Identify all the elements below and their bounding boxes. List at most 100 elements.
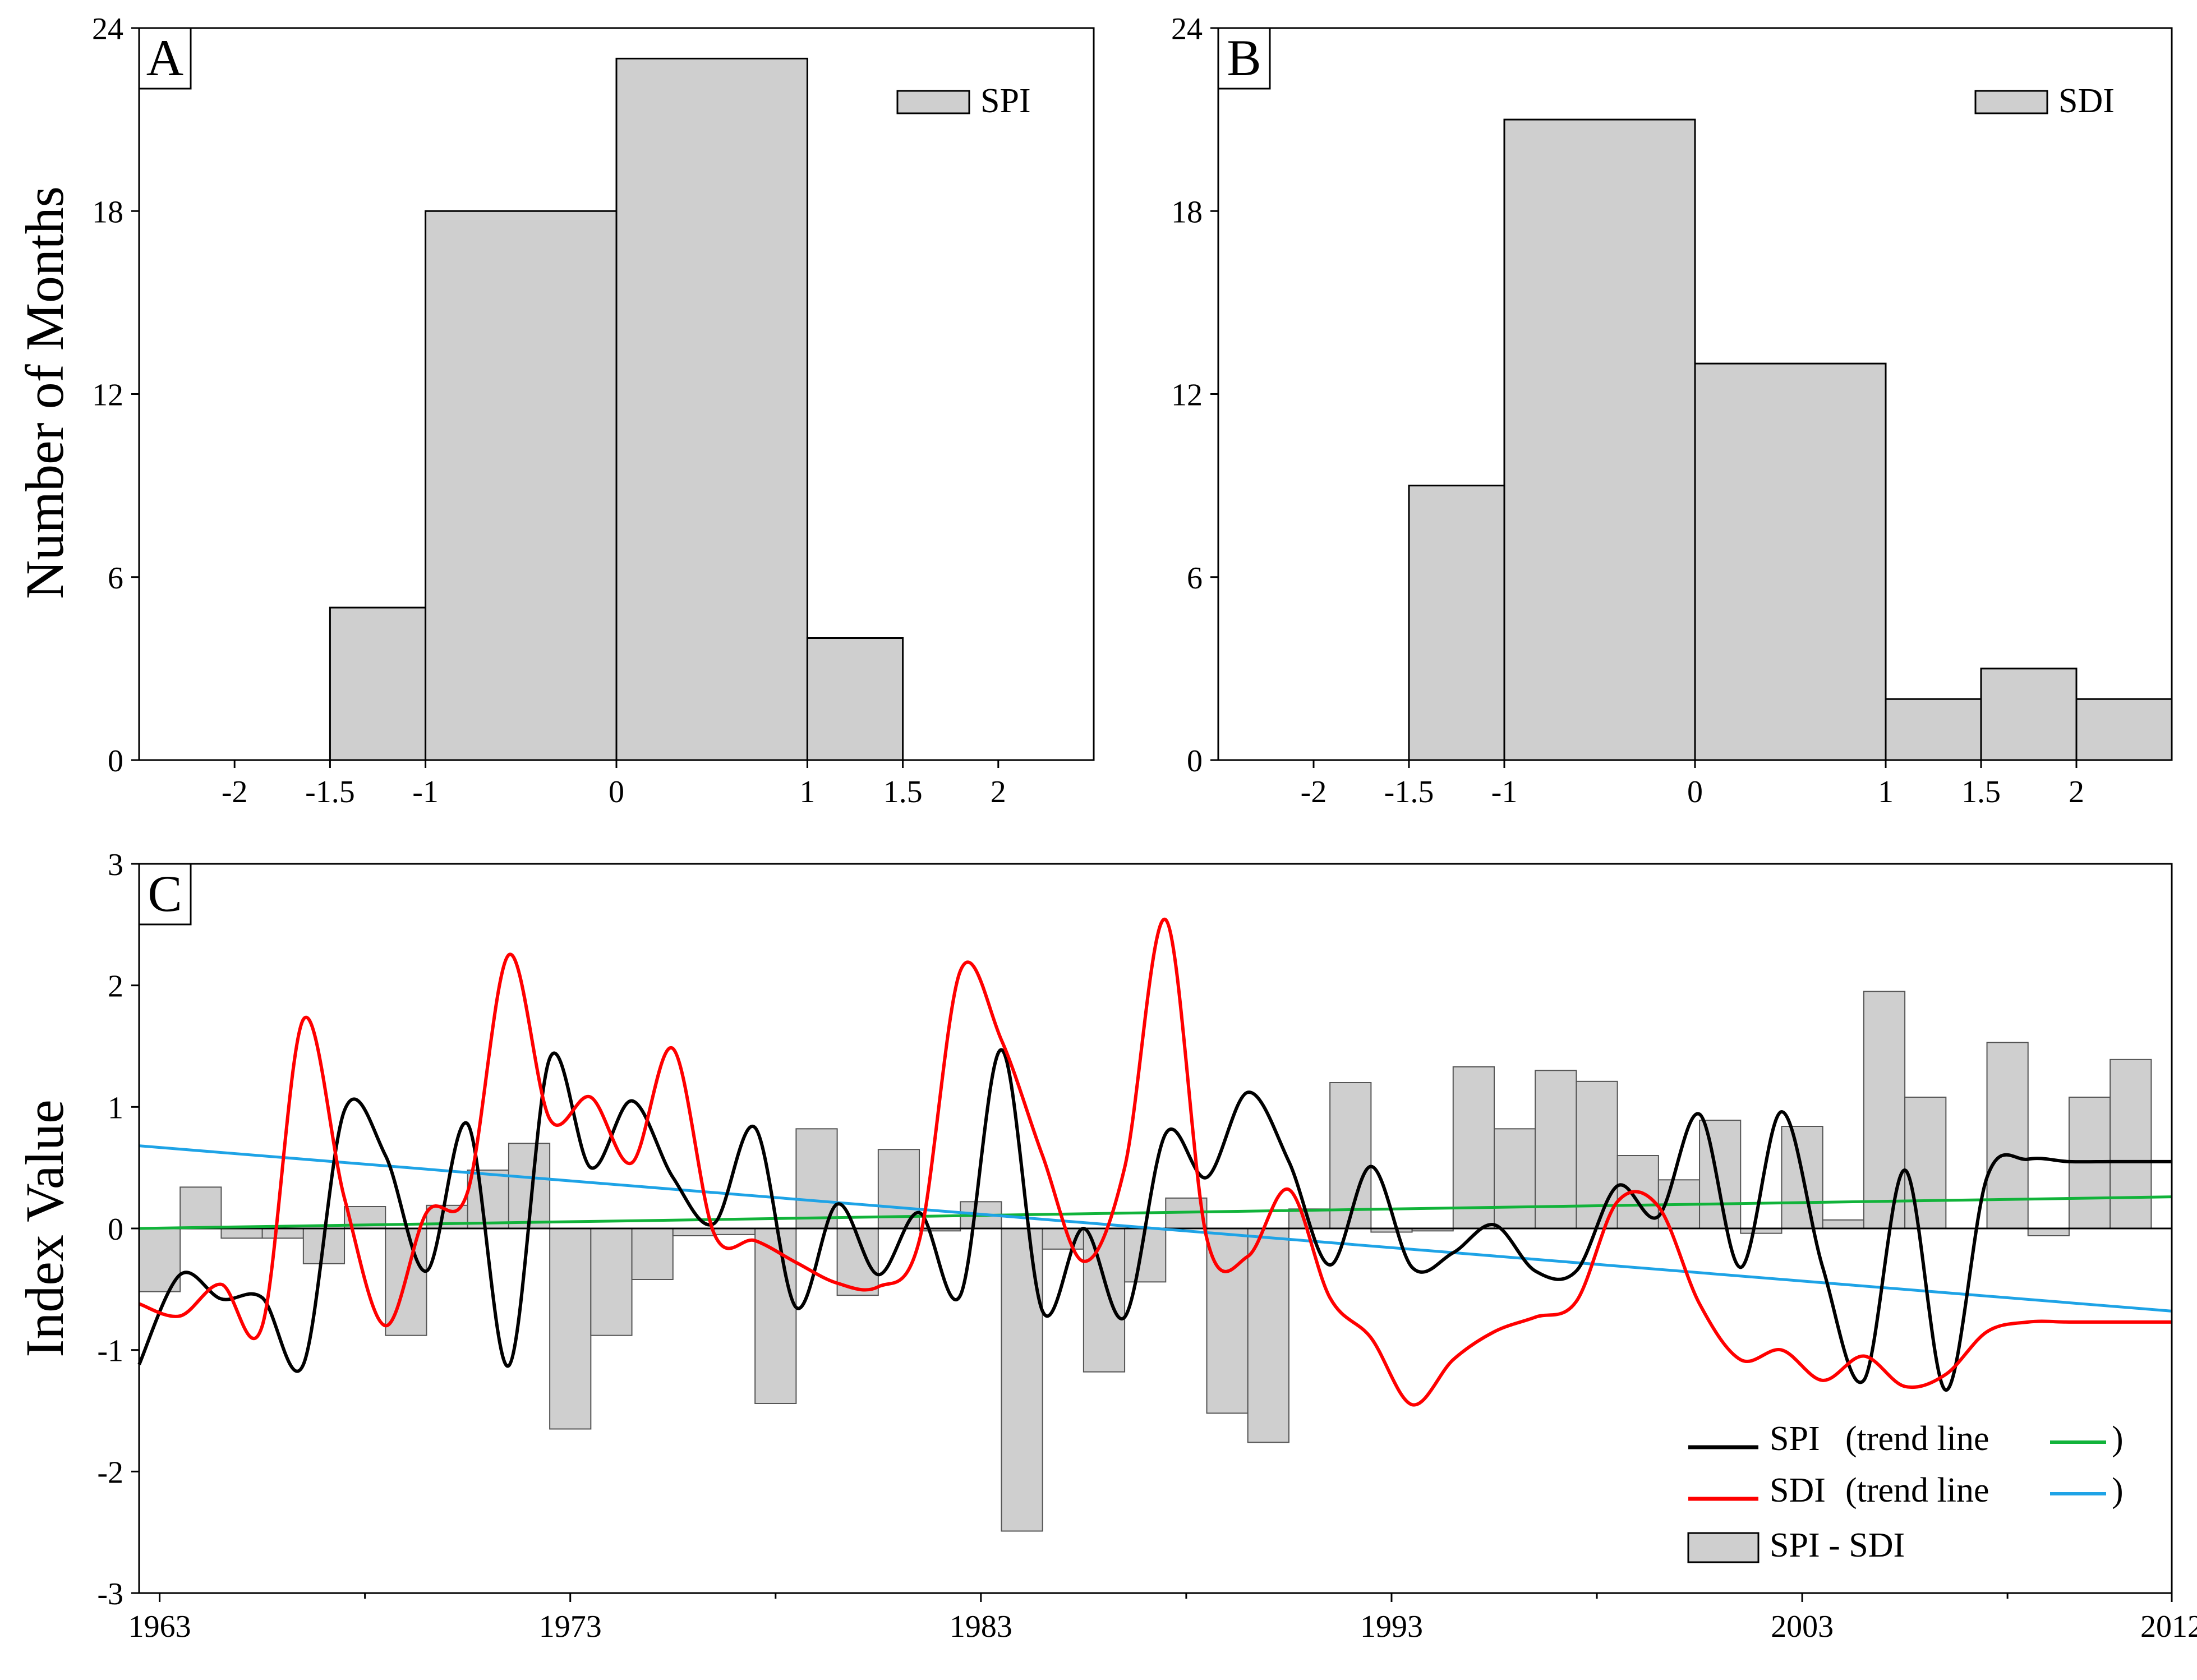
panel-c-legend: SPI (trend line ) SDI (trend line ) SPI …: [1687, 1420, 2124, 1564]
panel-a-bars: [329, 57, 904, 761]
legend-spi-trend-close: ): [2112, 1420, 2124, 1458]
difference-bar: [713, 1228, 756, 1235]
difference-bar: [1452, 1066, 1495, 1230]
y-tick-label: 3: [108, 848, 123, 882]
difference-bar: [1124, 1228, 1167, 1283]
x-tick-label: 2: [991, 775, 1006, 809]
panel-c-y-axis-title: Index Value: [15, 1099, 75, 1357]
histogram-bar: [1980, 668, 2078, 761]
panel-c-letter-box: [138, 863, 192, 926]
panel-c-timeseries: 1963 1973 1983 1993 2003 2012 -3 -2 -1 0 1 2 3 C SPI…: [97, 848, 2197, 1644]
legend-spi-trend-open: (trend line: [1845, 1420, 1989, 1458]
difference-bar: [631, 1228, 674, 1280]
x-tick-label: 2003: [1771, 1609, 1834, 1644]
legend-spi-label: SPI: [1770, 1420, 1820, 1458]
difference-bar: [1001, 1228, 1043, 1532]
y-tick-label: 6: [108, 561, 123, 596]
panel-a-letter: A: [146, 29, 183, 86]
difference-bar: [1904, 1097, 1947, 1229]
panel-c-letter: C: [148, 865, 182, 922]
difference-bar: [2110, 1058, 2152, 1230]
y-tick-label: -3: [97, 1577, 123, 1612]
difference-bar: [1535, 1070, 1577, 1230]
panel-c-ticks: 1963 1973 1983 1993 2003 2012 -3 -2 -1 0 1 2 3: [97, 848, 2197, 1644]
histogram-bar: [806, 637, 904, 761]
histogram-bar: [1503, 118, 1696, 761]
panel-b-letter-box: [1217, 27, 1271, 90]
y-tick-label: 0: [1187, 744, 1203, 779]
difference-bar: [1699, 1120, 1742, 1229]
y-tick-label: 6: [1187, 561, 1203, 596]
x-tick-label: 0: [609, 775, 624, 809]
y-tick-label: 24: [92, 12, 123, 47]
difference-bar: [1863, 991, 1906, 1229]
panel-a-legend-label: SPI: [980, 82, 1031, 120]
legend-sdi-trend-open: (trend line: [1845, 1471, 1989, 1509]
difference-bar: [179, 1186, 222, 1229]
histogram-bar: [615, 57, 808, 761]
y-tick-label: 12: [92, 378, 123, 413]
y-tick-label: 24: [1171, 12, 1203, 47]
difference-bar: [1822, 1219, 1864, 1229]
panel-a-y-axis-title: Number of Months: [15, 186, 75, 599]
panel-a-letter-box: [138, 27, 192, 90]
y-tick-label: 0: [108, 744, 123, 779]
difference-bar: [549, 1228, 592, 1430]
difference-bar: [1083, 1228, 1126, 1373]
x-tick-label: 2: [2069, 775, 2084, 809]
panel-a-ticks: -2 -1.5 -1 0 1 1.5 2 0 6 12 18 24: [92, 12, 1006, 809]
x-tick-label: -1: [1491, 775, 1518, 809]
panel-b-legend-label: SDI: [2058, 82, 2115, 120]
difference-bar: [1329, 1082, 1372, 1229]
panel-b-histogram: -2 -1.5 -1 0 1 1.5 2 0 6 12 18 24 B SDI: [1171, 12, 2173, 809]
y-tick-label: 18: [1171, 195, 1203, 229]
y-tick-label: 2: [108, 969, 123, 1004]
difference-bar: [220, 1228, 263, 1239]
y-tick-label: 12: [1171, 378, 1203, 413]
x-tick-label: -2: [222, 775, 248, 809]
x-tick-label: -1.5: [1384, 775, 1434, 809]
x-tick-label: 1993: [1360, 1609, 1423, 1644]
x-tick-label: -1.5: [305, 775, 355, 809]
panel-a-histogram: -2 -1.5 -1 0 1 1.5 2 0 6 12 18 24 A SPI: [92, 12, 1095, 809]
panel-b-letter: B: [1227, 29, 1261, 86]
difference-bar: [1494, 1128, 1536, 1230]
histogram-bar: [425, 210, 618, 761]
histogram-bar: [2075, 698, 2173, 761]
x-tick-label: 2012: [2140, 1609, 2197, 1644]
difference-bar: [590, 1228, 633, 1336]
x-tick-label: -1: [412, 775, 439, 809]
histogram-bar: [1694, 362, 1887, 761]
panel-b-ticks: -2 -1.5 -1 0 1 1.5 2 0 6 12 18 24: [1171, 12, 2084, 809]
panel-b-legend-swatch: [1974, 90, 2048, 114]
difference-bar: [672, 1228, 715, 1236]
histogram-bar: [1408, 485, 1505, 761]
difference-bar: [2027, 1228, 2070, 1236]
x-tick-label: 1: [799, 775, 815, 809]
spi-series-line: [137, 1048, 2172, 1392]
spi-trend-line: [139, 1195, 2172, 1230]
sdi-series-line: [138, 918, 2172, 1407]
difference-bar: [1576, 1080, 1618, 1230]
x-tick-label: 1.5: [1961, 775, 2001, 809]
x-tick-label: -2: [1301, 775, 1327, 809]
legend-diff-label: SPI - SDI: [1770, 1526, 1905, 1564]
y-tick-label: 0: [108, 1212, 123, 1247]
difference-bar: [754, 1228, 797, 1404]
legend-diff-swatch: [1687, 1532, 1760, 1563]
x-tick-label: 1.5: [883, 775, 923, 809]
x-tick-label: 1: [1878, 775, 1894, 809]
panel-a-legend-swatch: [896, 90, 970, 114]
difference-bar: [261, 1228, 304, 1239]
panel-c-series-lines: [137, 918, 2172, 1407]
difference-bar: [1247, 1228, 1289, 1443]
panel-b-bars: [1408, 118, 2173, 761]
y-tick-label: -1: [97, 1334, 123, 1369]
difference-bar: [467, 1170, 509, 1229]
x-tick-label: 1963: [128, 1609, 191, 1644]
x-tick-label: 0: [1687, 775, 1703, 809]
y-tick-label: 18: [92, 195, 123, 229]
difference-bar: [1986, 1042, 2029, 1229]
y-tick-label: 1: [108, 1090, 123, 1125]
